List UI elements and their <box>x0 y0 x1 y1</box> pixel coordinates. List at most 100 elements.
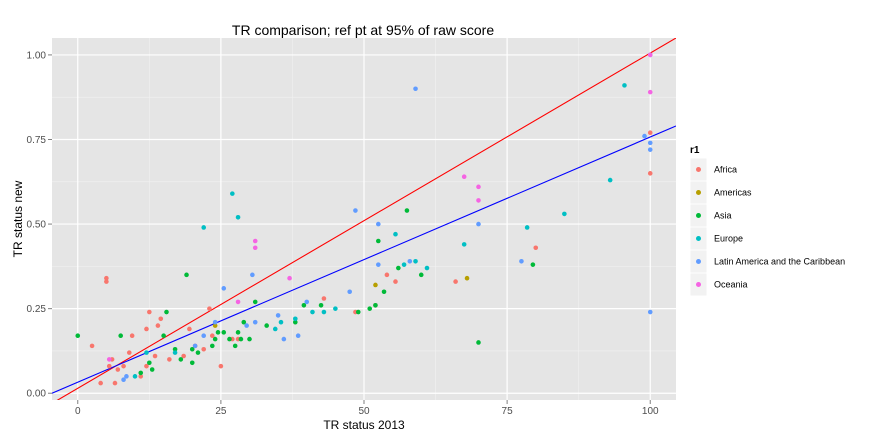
data-point <box>373 282 378 288</box>
data-point <box>172 346 178 352</box>
x-tick-label: 0 <box>75 406 81 417</box>
data-point <box>647 171 653 176</box>
data-point <box>464 275 470 281</box>
data-point <box>622 83 627 88</box>
y-tick-label: 1.00 <box>27 50 47 61</box>
fit-line <box>52 125 676 394</box>
data-point <box>212 323 218 328</box>
y-axis-label: TR status new <box>11 180 25 257</box>
x-tick-label: 75 <box>502 406 514 417</box>
data-point <box>218 363 224 369</box>
data-point <box>647 52 653 58</box>
data-point <box>209 343 215 349</box>
data-point <box>195 350 201 355</box>
data-point <box>461 174 467 180</box>
data-point <box>519 258 524 264</box>
data-point <box>376 238 381 244</box>
data-point <box>106 363 112 369</box>
data-point <box>221 286 227 291</box>
data-point <box>318 302 324 308</box>
data-point <box>158 316 164 322</box>
data-point <box>147 309 152 315</box>
data-point <box>155 323 161 328</box>
legend-swatch <box>696 213 701 218</box>
data-point <box>418 272 424 278</box>
data-point <box>355 309 361 315</box>
legend-swatch <box>696 282 701 287</box>
data-point <box>184 272 189 278</box>
data-point <box>230 191 235 196</box>
data-point <box>642 133 647 139</box>
data-point <box>252 299 258 305</box>
legend-swatch <box>696 259 701 264</box>
data-point <box>401 262 407 267</box>
y-tick-label: 0.00 <box>27 389 47 400</box>
data-point <box>241 319 247 325</box>
data-point <box>321 296 327 301</box>
data-point <box>118 333 123 339</box>
data-point <box>212 319 218 325</box>
legend-title: r1 <box>690 145 700 156</box>
legend-swatch <box>696 236 701 241</box>
fit-lines <box>52 38 676 400</box>
data-point <box>232 343 238 349</box>
data-point <box>404 208 410 213</box>
data-point <box>152 353 158 359</box>
data-point <box>201 346 207 352</box>
data-point <box>272 326 278 332</box>
data-point <box>321 309 327 315</box>
data-point <box>244 323 249 328</box>
data-point <box>235 299 241 305</box>
data-point <box>530 262 536 267</box>
y-tick-label: 0.75 <box>27 135 47 146</box>
data-point <box>178 357 184 362</box>
data-point <box>381 289 387 295</box>
legend-label: Africa <box>714 165 737 175</box>
data-point <box>281 336 287 342</box>
data-point <box>221 330 227 335</box>
data-point <box>275 313 281 318</box>
data-point <box>238 336 244 342</box>
data-point <box>164 309 169 315</box>
data-point <box>181 353 186 359</box>
data-point <box>207 306 212 311</box>
data-point <box>235 215 241 220</box>
data-point <box>115 367 121 372</box>
data-point <box>129 333 135 339</box>
data-point <box>104 275 109 281</box>
data-point <box>278 319 284 325</box>
data-point <box>144 326 149 332</box>
x-tick-label: 50 <box>358 406 370 417</box>
data-point <box>167 357 172 362</box>
y-tick-label: 0.50 <box>27 220 47 231</box>
data-point <box>189 360 195 366</box>
data-point <box>121 363 126 369</box>
data-point <box>147 360 152 366</box>
data-point <box>264 323 269 328</box>
data-point <box>149 367 155 372</box>
legend-label: Americas <box>714 188 752 198</box>
data-point <box>376 221 381 227</box>
data-point <box>126 350 132 355</box>
y-tick-label: 0.25 <box>27 304 47 315</box>
data-point <box>247 336 252 342</box>
data-point <box>384 272 390 278</box>
data-point <box>461 242 467 247</box>
data-point <box>647 130 653 136</box>
data-point <box>112 380 118 386</box>
x-axis-label: TR status 2013 <box>323 418 405 432</box>
data-point <box>252 319 258 325</box>
data-point <box>124 374 129 379</box>
data-point <box>189 346 195 352</box>
data-point <box>373 302 378 308</box>
data-point <box>252 238 258 244</box>
data-point <box>293 316 298 322</box>
data-point <box>295 333 301 339</box>
data-point <box>106 357 112 362</box>
data-points <box>75 52 653 386</box>
major-gridlines <box>52 38 676 400</box>
legend-swatch <box>696 167 701 172</box>
fit-line <box>56 38 676 400</box>
data-point <box>301 302 307 308</box>
data-point <box>407 258 413 264</box>
